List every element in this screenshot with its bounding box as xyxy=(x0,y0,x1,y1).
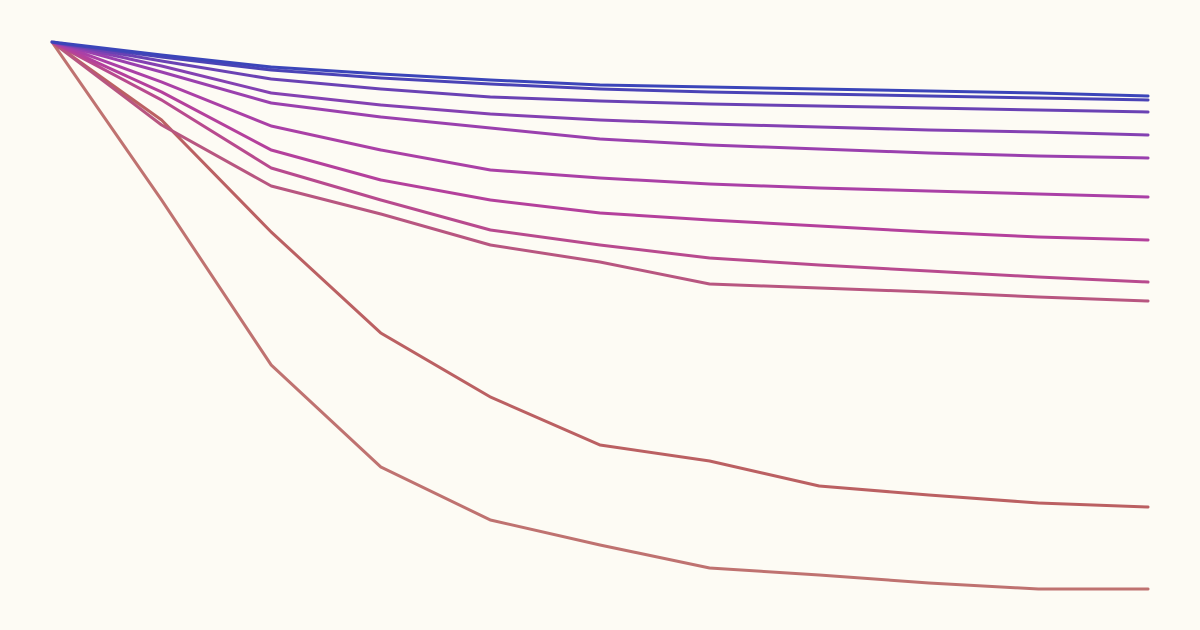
series-line xyxy=(50,40,1150,242)
series-line xyxy=(50,40,1150,284)
series-line xyxy=(50,40,1150,160)
series-line xyxy=(50,40,1150,102)
series-line xyxy=(50,40,1150,199)
series-line xyxy=(50,40,1150,591)
series-line xyxy=(50,40,1150,509)
series-line xyxy=(50,40,1150,137)
series-line xyxy=(50,40,1150,114)
series-line xyxy=(50,40,1150,98)
series-line xyxy=(50,40,1150,303)
